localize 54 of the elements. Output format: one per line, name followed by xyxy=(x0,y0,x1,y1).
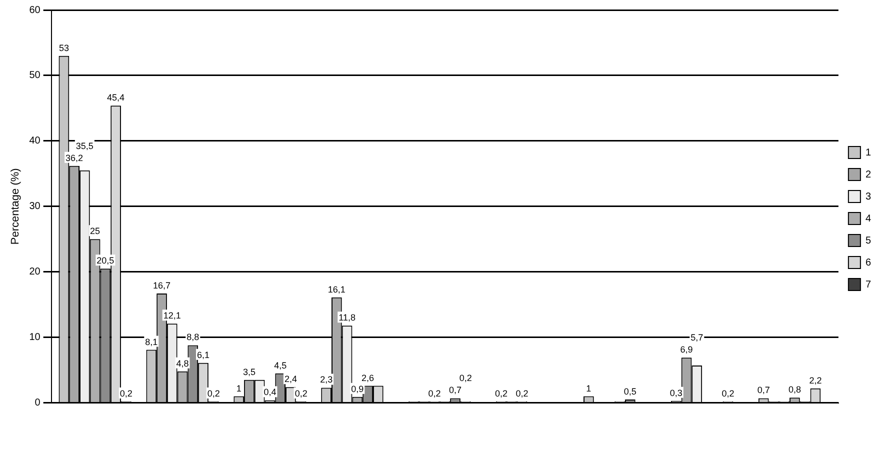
data-label: 0,3 xyxy=(670,388,682,398)
data-label: 4,5 xyxy=(274,360,287,370)
data-label: 2,3 xyxy=(320,374,333,385)
y-tick-label: 0 xyxy=(34,398,41,409)
data-label: 36,2 xyxy=(66,152,84,163)
data-label: 35,5 xyxy=(76,140,94,151)
data-label: 0,9 xyxy=(351,384,364,394)
y-tick-label: 20 xyxy=(29,266,41,278)
y-axis-title: Percentage (%) xyxy=(10,168,22,245)
data-label: 5,7 xyxy=(690,332,704,343)
data-label: 12,1 xyxy=(163,310,181,321)
data-label: 0,2 xyxy=(516,388,528,398)
data-label: 16,7 xyxy=(153,280,171,290)
data-label: 1 xyxy=(236,383,242,394)
data-label: 0,2 xyxy=(294,388,308,398)
data-label: 8,8 xyxy=(186,332,200,342)
data-label: 25 xyxy=(90,226,100,236)
data-label: 11,8 xyxy=(338,312,356,323)
data-label: 0,7 xyxy=(757,385,770,396)
legend-label: 1 xyxy=(865,147,872,158)
y-tick-label: 30 xyxy=(29,201,41,212)
data-label: 6,1 xyxy=(196,350,210,360)
data-label: 0,2 xyxy=(120,388,132,398)
legend-label: 5 xyxy=(865,235,872,246)
legend-label: 7 xyxy=(865,279,872,290)
data-label: 0,2 xyxy=(494,388,508,398)
data-label: 8,1 xyxy=(145,336,158,347)
y-tick-label: 40 xyxy=(29,136,41,147)
legend-label: 6 xyxy=(865,257,872,268)
data-label: 0,4 xyxy=(264,387,276,398)
data-label: 16,1 xyxy=(328,284,346,294)
data-label: 1 xyxy=(586,383,592,394)
legend-label: 3 xyxy=(865,191,872,202)
y-tick-label: 50 xyxy=(29,70,41,82)
data-label: 45,4 xyxy=(107,92,125,103)
y-tick-label: 60 xyxy=(29,4,41,16)
data-label: 2,2 xyxy=(809,375,822,386)
data-label: 20,5 xyxy=(96,256,114,266)
legend-label: 4 xyxy=(865,213,872,224)
data-label: 4,8 xyxy=(176,358,189,368)
data-label: 0,7 xyxy=(448,385,462,396)
data-label: 0,5 xyxy=(624,386,636,397)
data-label: 0,8 xyxy=(788,384,801,395)
data-label: 6,9 xyxy=(680,344,693,355)
legend-label: 2 xyxy=(865,169,872,180)
y-tick-label: 10 xyxy=(29,332,41,344)
data-label: 0,2 xyxy=(459,373,472,384)
data-label: 53 xyxy=(58,42,69,53)
data-label: 3,5 xyxy=(242,366,256,377)
data-label: 2,4 xyxy=(284,374,297,384)
data-label: 0,2 xyxy=(722,388,734,398)
data-label: 0,2 xyxy=(207,388,220,398)
data-label: 2,6 xyxy=(362,372,374,383)
data-label: 0,2 xyxy=(428,388,441,398)
